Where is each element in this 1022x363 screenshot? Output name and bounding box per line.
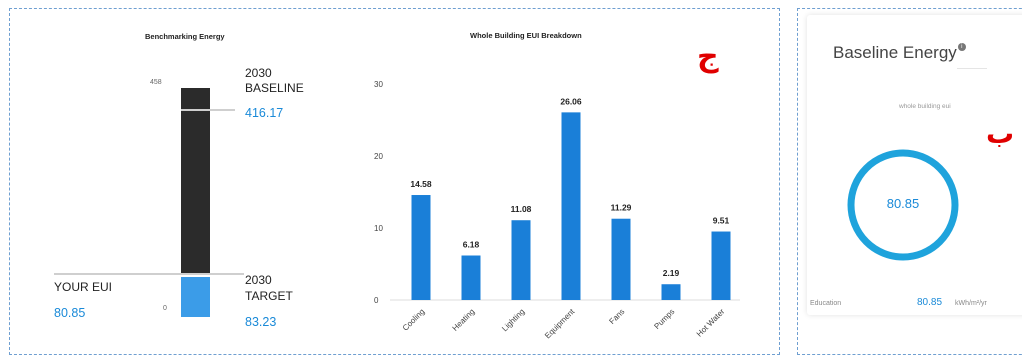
bar-fans[interactable] bbox=[611, 218, 631, 300]
x-category-label: Lighting bbox=[500, 307, 526, 333]
y-tick-label: 20 bbox=[374, 152, 383, 161]
baseline-value: 416.17 bbox=[245, 106, 284, 120]
baseline-energy-title-text: Baseline Energy bbox=[833, 43, 957, 62]
y-tick-label: 30 bbox=[374, 80, 383, 89]
bar-value-label: 6.18 bbox=[463, 240, 480, 250]
bar-equipment[interactable] bbox=[561, 112, 581, 300]
left-dashboard-panel: Benchmarking Energy 458 0 2030 BASELINE … bbox=[9, 8, 780, 355]
target-value: 83.23 bbox=[245, 315, 277, 329]
benchmarking-title: Benchmarking Energy bbox=[145, 32, 225, 41]
x-category-label: Equipment bbox=[543, 307, 577, 341]
bar-value-label: 2.19 bbox=[663, 268, 680, 278]
info-icon[interactable]: i bbox=[957, 43, 966, 51]
baseline-label-year: 2030 bbox=[245, 66, 272, 80]
building-type-label: Education bbox=[810, 300, 842, 307]
baseline-energy-title: Baseline Energy i bbox=[833, 43, 966, 63]
breakdown-chart-title: Whole Building EUI Breakdown bbox=[470, 31, 582, 40]
target-label-year: 2030 bbox=[245, 273, 272, 287]
bar-value-label: 9.51 bbox=[713, 216, 730, 226]
baseline-subtitle: whole building eui bbox=[899, 103, 951, 110]
x-category-label: Heating bbox=[451, 307, 477, 333]
x-category-label: Hot Water bbox=[695, 307, 727, 339]
building-type-unit: kWh/m²/yr bbox=[955, 300, 987, 307]
bar-hot-water[interactable] bbox=[711, 231, 731, 300]
your-eui-label: YOUR EUI bbox=[54, 280, 113, 294]
baseline-label: BASELINE bbox=[245, 81, 304, 95]
ring-value: 80.85 bbox=[886, 196, 920, 211]
baseline-energy-card: Baseline Energy i whole building eui ب 80… bbox=[807, 15, 1022, 315]
y-tick-label: 10 bbox=[374, 224, 383, 233]
building-type-value: 80.85 bbox=[917, 297, 943, 308]
benchmark-scale-max: 458 bbox=[150, 79, 162, 86]
baseline-marker-line bbox=[181, 109, 235, 111]
bar-heating[interactable] bbox=[461, 255, 481, 300]
baseline-ring-gauge bbox=[847, 149, 959, 261]
baseline-marker-text: ب bbox=[986, 117, 1015, 150]
x-category-label: Fans bbox=[607, 307, 626, 326]
target-label: TARGET bbox=[245, 289, 293, 303]
x-category-label: Cooling bbox=[401, 307, 427, 333]
your-eui-marker-line bbox=[54, 273, 244, 275]
benchmark-eui-bar bbox=[181, 277, 210, 317]
bar-pumps[interactable] bbox=[661, 284, 681, 300]
y-tick-label: 0 bbox=[374, 296, 379, 305]
bar-value-label: 26.06 bbox=[560, 96, 582, 106]
bar-value-label: 11.29 bbox=[611, 203, 632, 213]
right-dashboard-panel: Baseline Energy i whole building eui ب 80… bbox=[797, 8, 1022, 355]
x-category-label: Pumps bbox=[652, 307, 676, 331]
eui-breakdown-chart: 0 10 20 30 14.58 Cooling 6.18 Heating 11.08 Light… bbox=[374, 80, 740, 341]
breakdown-marker-text: ج bbox=[697, 39, 719, 74]
your-eui-value: 80.85 bbox=[54, 306, 86, 320]
bar-value-label: 11.08 bbox=[511, 204, 532, 214]
title-underline bbox=[957, 68, 987, 69]
ring-stroke bbox=[847, 149, 959, 261]
bar-lighting[interactable] bbox=[511, 220, 531, 300]
bar-cooling[interactable] bbox=[411, 195, 431, 300]
benchmark-scale-min: 0 bbox=[163, 305, 167, 312]
bar-value-label: 14.58 bbox=[410, 179, 432, 189]
benchmark-baseline-bar bbox=[181, 88, 210, 274]
